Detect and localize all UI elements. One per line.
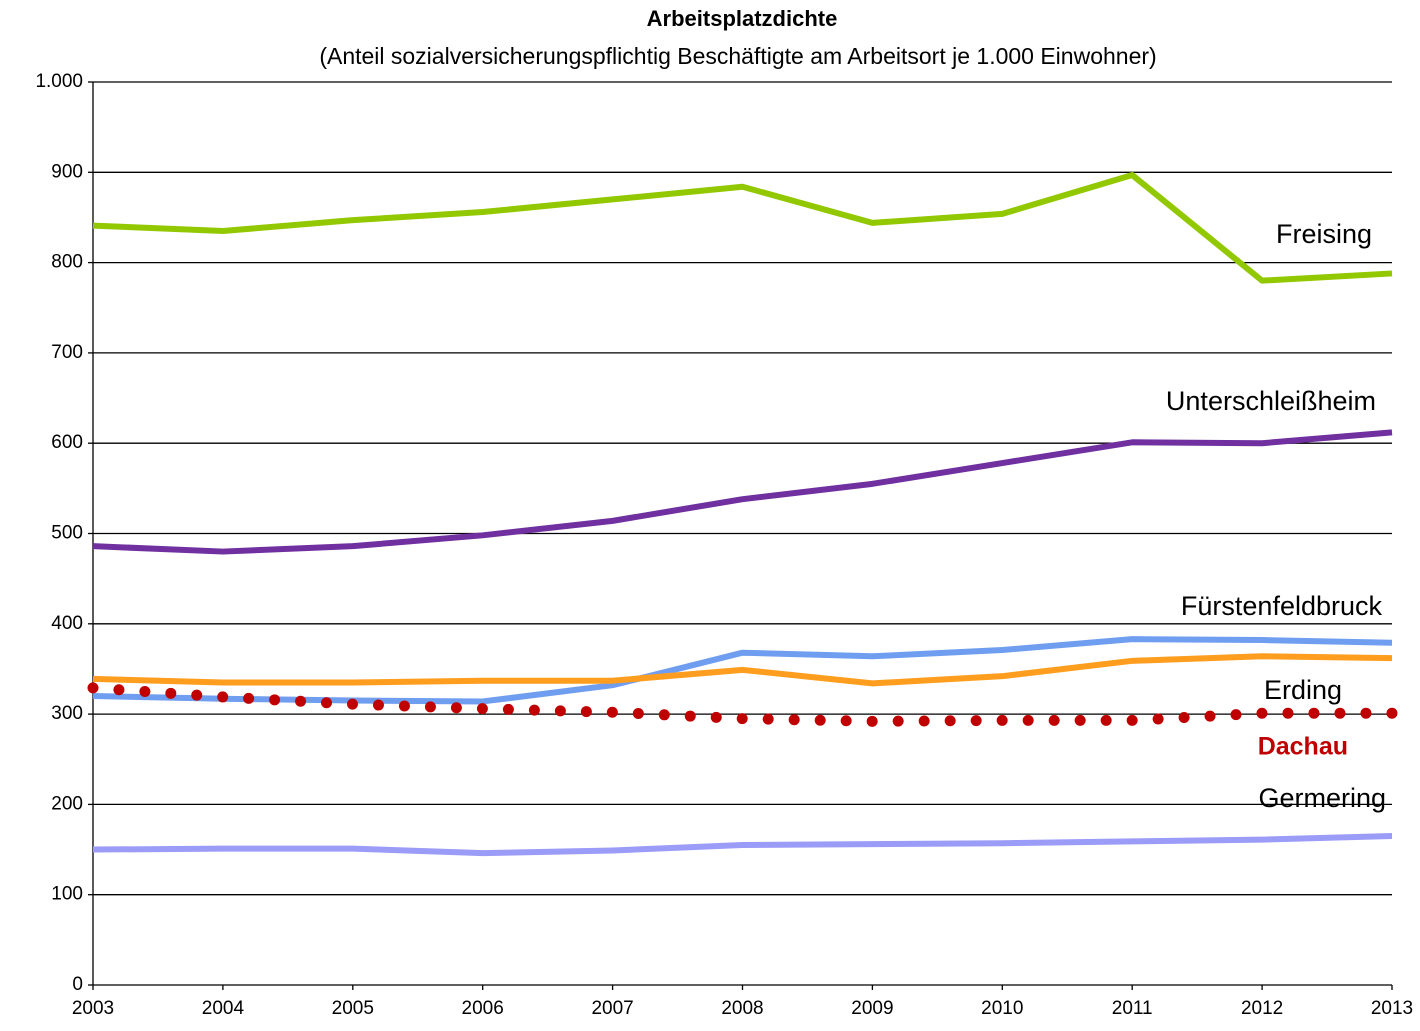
y-tick-label: 400 [51,613,83,634]
y-tick-label: 0 [72,974,83,995]
x-tick-label: 2009 [851,998,893,1019]
y-tick-label: 1.000 [35,71,83,92]
series-label: Unterschleißheim [1166,386,1376,416]
x-tick-label: 2010 [981,998,1023,1019]
series-line [92,429,1393,555]
x-tick-label: 2012 [1241,998,1283,1019]
chart-subtitle: (Anteil sozialversicherungspflichtig Bes… [319,43,1156,69]
x-tick-label: 2003 [72,998,114,1019]
series-label: Germering [1258,783,1386,813]
series-line [92,636,1393,705]
x-tick-label: 2004 [202,998,245,1019]
y-tick-label: 500 [51,523,83,544]
chart-title: Arbeitsplatzdichte [647,6,838,31]
y-tick-label: 900 [51,161,83,182]
x-tick-label: 2011 [1112,998,1153,1019]
y-tick-label: 300 [51,703,83,724]
x-tick-label: 2005 [332,998,374,1019]
x-tick-label: 2013 [1371,998,1413,1019]
series-line [87,682,1398,727]
x-tick-label: 2008 [721,998,763,1019]
y-tick-label: 200 [51,793,83,814]
y-tick-label: 600 [51,432,83,453]
series-line [92,833,1393,857]
x-tick-label: 2006 [462,998,504,1019]
series-line [92,172,1393,284]
y-tick-label: 800 [51,252,83,273]
series-label: Erding [1264,675,1342,705]
series-label: Freising [1276,219,1372,249]
series-label: Fürstenfeldbruck [1181,591,1383,621]
series-label: Dachau [1258,733,1348,761]
series-line [92,653,1393,687]
y-tick-label: 700 [51,342,83,363]
y-tick-label: 100 [51,884,83,905]
x-tick-label: 2007 [591,998,633,1019]
